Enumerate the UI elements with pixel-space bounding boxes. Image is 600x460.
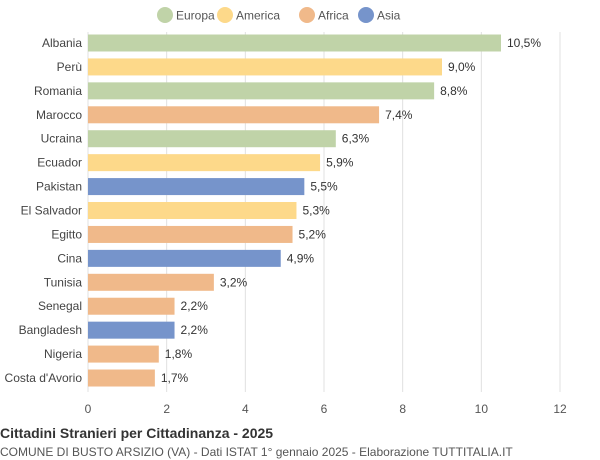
legend-label-america: America [236, 9, 280, 23]
bar [88, 106, 380, 124]
category-label: Nigeria [44, 347, 82, 361]
legend-label-asia: Asia [377, 9, 401, 23]
data-label: 5,2% [299, 227, 327, 241]
category-label: Tunisia [44, 275, 83, 289]
bar [88, 249, 281, 267]
data-label: 2,2% [181, 299, 209, 313]
bar [88, 58, 442, 76]
data-label: 1,7% [161, 371, 189, 385]
data-label: 9,0% [448, 60, 476, 74]
data-label: 3,2% [220, 275, 248, 289]
bar [88, 82, 435, 100]
data-label: 8,8% [440, 84, 468, 98]
category-label: Ucraina [41, 132, 83, 146]
data-label: 6,3% [342, 132, 370, 146]
chart-subtitle: COMUNE DI BUSTO ARSIZIO (VA) - Dati ISTA… [0, 445, 513, 459]
category-label: Albania [42, 36, 82, 50]
x-tick-label: 10 [475, 402, 489, 416]
data-label: 2,2% [181, 323, 209, 337]
data-label: 10,5% [507, 36, 541, 50]
category-label: Egitto [51, 227, 82, 241]
x-tick-label: 8 [399, 402, 406, 416]
bar [88, 225, 293, 243]
legend-marker-america [217, 7, 233, 23]
bar [88, 130, 336, 148]
data-label: 5,9% [326, 156, 354, 170]
data-label: 5,3% [302, 204, 330, 218]
bar [88, 369, 155, 387]
category-label: Romania [34, 84, 82, 98]
x-tick-label: 4 [242, 402, 249, 416]
x-tick-label: 0 [85, 402, 92, 416]
category-label: Costa d'Avorio [5, 371, 83, 385]
legend-marker-africa [299, 7, 315, 23]
category-label: Marocco [36, 108, 82, 122]
category-label: Senegal [38, 299, 82, 313]
bar [88, 273, 214, 291]
legend-label-africa: Africa [318, 9, 349, 23]
x-tick-label: 12 [553, 402, 567, 416]
data-label: 4,9% [287, 251, 315, 265]
bar [88, 202, 297, 220]
bar [88, 297, 175, 315]
category-label: Ecuador [37, 156, 82, 170]
bar [88, 345, 159, 363]
bar-chart: 0 2 4 6 8 10 12 Europa America Africa Asia Albania 1… [5, 7, 567, 416]
bar [88, 154, 321, 172]
legend-marker-europa [157, 7, 173, 23]
bar [88, 321, 175, 339]
category-label: Cina [57, 251, 82, 265]
legend-marker-asia [358, 7, 374, 23]
x-tick-label: 2 [163, 402, 170, 416]
category-label: Pakistan [36, 180, 82, 194]
category-label: El Salvador [21, 204, 82, 218]
category-label: Bangladesh [19, 323, 82, 337]
data-label: 1,8% [165, 347, 193, 361]
legend-label-europa: Europa [176, 9, 215, 23]
chart-title: Cittadini Stranieri per Cittadinanza - 2… [0, 425, 274, 441]
category-label: Perù [57, 60, 82, 74]
bar [88, 178, 305, 196]
data-label: 7,4% [385, 108, 413, 122]
x-tick-label: 6 [321, 402, 328, 416]
data-label: 5,5% [310, 180, 338, 194]
bar [88, 34, 501, 52]
